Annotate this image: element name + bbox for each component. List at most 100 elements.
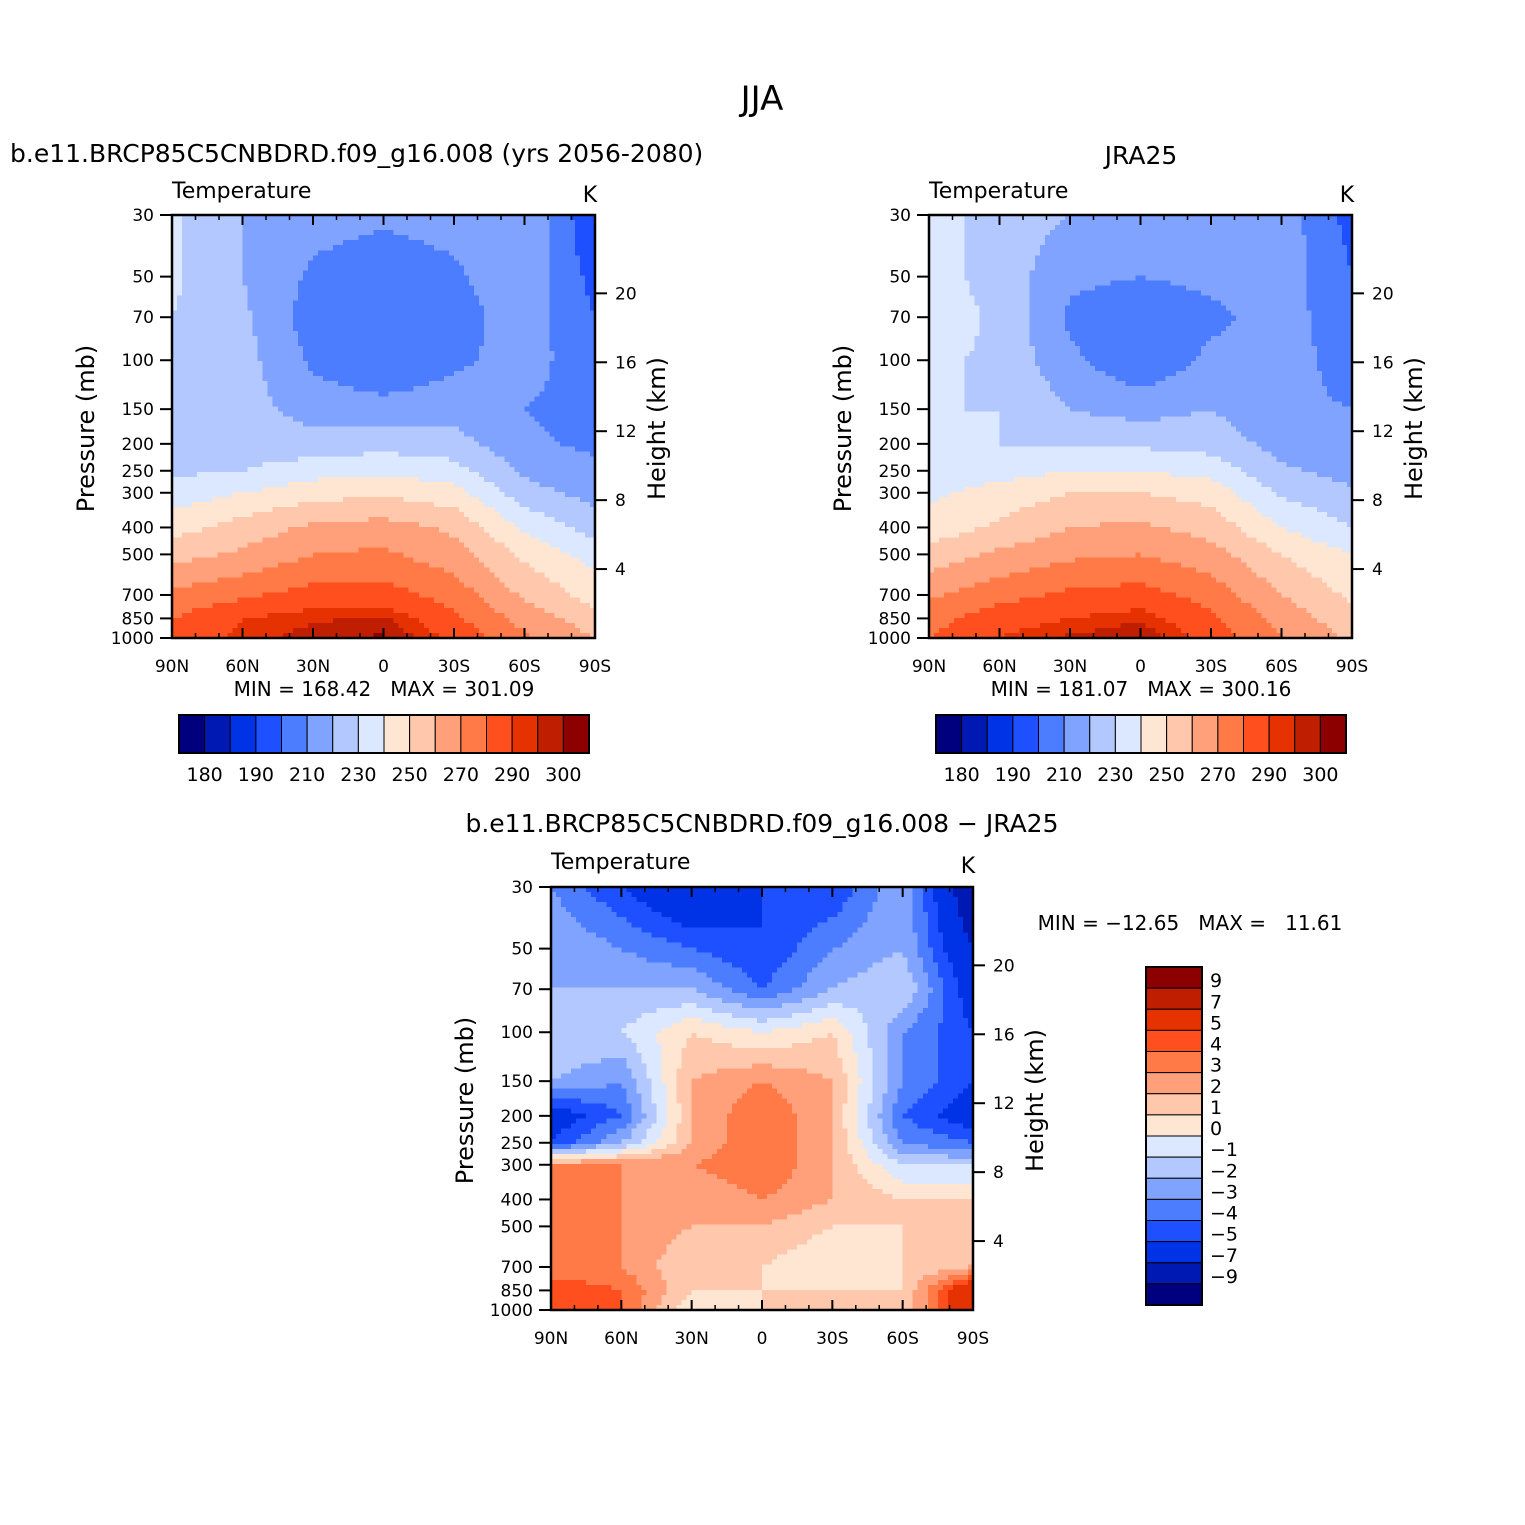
field-cell xyxy=(343,300,349,307)
field-cell xyxy=(574,436,581,443)
field-cell xyxy=(237,502,244,508)
field-cell xyxy=(262,285,269,292)
field-cell xyxy=(172,456,178,463)
field-cell xyxy=(443,235,450,241)
field-cell xyxy=(569,250,576,256)
field-cell xyxy=(443,290,450,297)
field-cell xyxy=(187,481,193,488)
field-cell xyxy=(489,335,495,342)
field-cell xyxy=(519,240,526,246)
field-cell xyxy=(323,386,329,392)
field-cell xyxy=(529,471,536,478)
field-cell xyxy=(574,406,581,412)
field-cell xyxy=(267,310,274,317)
field-cell xyxy=(262,381,269,387)
field-cell xyxy=(333,330,339,337)
field-cell xyxy=(182,330,188,337)
field-cell xyxy=(287,305,294,312)
field-cell xyxy=(242,315,249,322)
field-cell xyxy=(504,461,510,468)
field-cell xyxy=(212,345,218,352)
field-cell xyxy=(559,300,566,307)
field-cell xyxy=(217,436,223,443)
field-cell xyxy=(257,481,264,488)
field-cell xyxy=(323,285,329,292)
field-cell xyxy=(302,345,309,352)
field-cell xyxy=(479,350,485,357)
field-cell xyxy=(217,300,223,307)
field-cell xyxy=(559,295,566,302)
field-cell xyxy=(393,406,400,412)
field-cell xyxy=(454,350,460,357)
field-cell xyxy=(544,491,551,498)
field-cell xyxy=(428,441,435,448)
field-cell xyxy=(519,396,526,402)
field-cell xyxy=(524,320,531,327)
field-cell xyxy=(368,340,375,347)
field-cell xyxy=(499,310,505,317)
field-cell xyxy=(287,295,294,302)
field-cell xyxy=(504,476,510,483)
field-cell xyxy=(459,300,465,307)
field-cell xyxy=(459,406,465,412)
field-cell xyxy=(554,421,561,428)
field-cell xyxy=(212,305,218,312)
field-cell xyxy=(328,300,334,307)
field-cell xyxy=(368,401,375,407)
field-cell xyxy=(247,371,254,377)
field-cell xyxy=(433,491,440,498)
field-cell xyxy=(373,340,380,347)
field-cell xyxy=(534,411,541,418)
field-cell xyxy=(272,305,279,312)
field-cell xyxy=(187,215,193,221)
field-cell xyxy=(544,295,551,302)
field-cell xyxy=(554,441,561,448)
field-cell xyxy=(318,411,324,418)
field-cell xyxy=(474,381,480,387)
field-cell xyxy=(297,350,304,357)
field-cell xyxy=(182,215,188,221)
field-cell xyxy=(479,290,485,297)
field-cell xyxy=(363,371,369,377)
field-cell xyxy=(549,330,556,337)
field-cell xyxy=(428,416,435,423)
field-cell xyxy=(363,220,369,226)
field-cell xyxy=(524,335,531,342)
field-cell xyxy=(564,290,571,297)
field-cell xyxy=(272,461,279,468)
field-cell xyxy=(277,461,284,468)
field-cell xyxy=(579,486,586,493)
field-cell xyxy=(544,441,551,448)
field-cell xyxy=(554,305,561,312)
field-cell xyxy=(459,340,465,347)
field-cell xyxy=(574,497,581,503)
field-cell xyxy=(222,416,228,423)
field-cell xyxy=(207,280,213,287)
field-cell xyxy=(428,320,435,327)
field-cell xyxy=(549,345,556,352)
field-cell xyxy=(212,391,218,397)
field-cell xyxy=(207,391,213,397)
field-cell xyxy=(509,497,516,503)
field-cell xyxy=(559,431,566,438)
field-cell xyxy=(247,507,254,513)
field-cell xyxy=(237,386,244,392)
field-cell xyxy=(172,300,178,307)
field-cell xyxy=(569,295,576,302)
field-cell xyxy=(217,381,223,387)
field-cell xyxy=(368,356,375,362)
field-cell xyxy=(323,361,329,367)
field-cell xyxy=(282,421,289,428)
field-cell xyxy=(489,416,495,423)
field-cell xyxy=(232,456,239,463)
field-cell xyxy=(479,401,485,407)
field-cell xyxy=(403,446,410,453)
field-cell xyxy=(428,401,435,407)
field-cell xyxy=(252,497,259,503)
field-cell xyxy=(484,270,490,277)
field-cell xyxy=(554,411,561,418)
field-cell xyxy=(212,376,218,382)
field-cell xyxy=(313,265,319,271)
field-cell xyxy=(383,451,390,458)
field-cell xyxy=(373,471,380,478)
